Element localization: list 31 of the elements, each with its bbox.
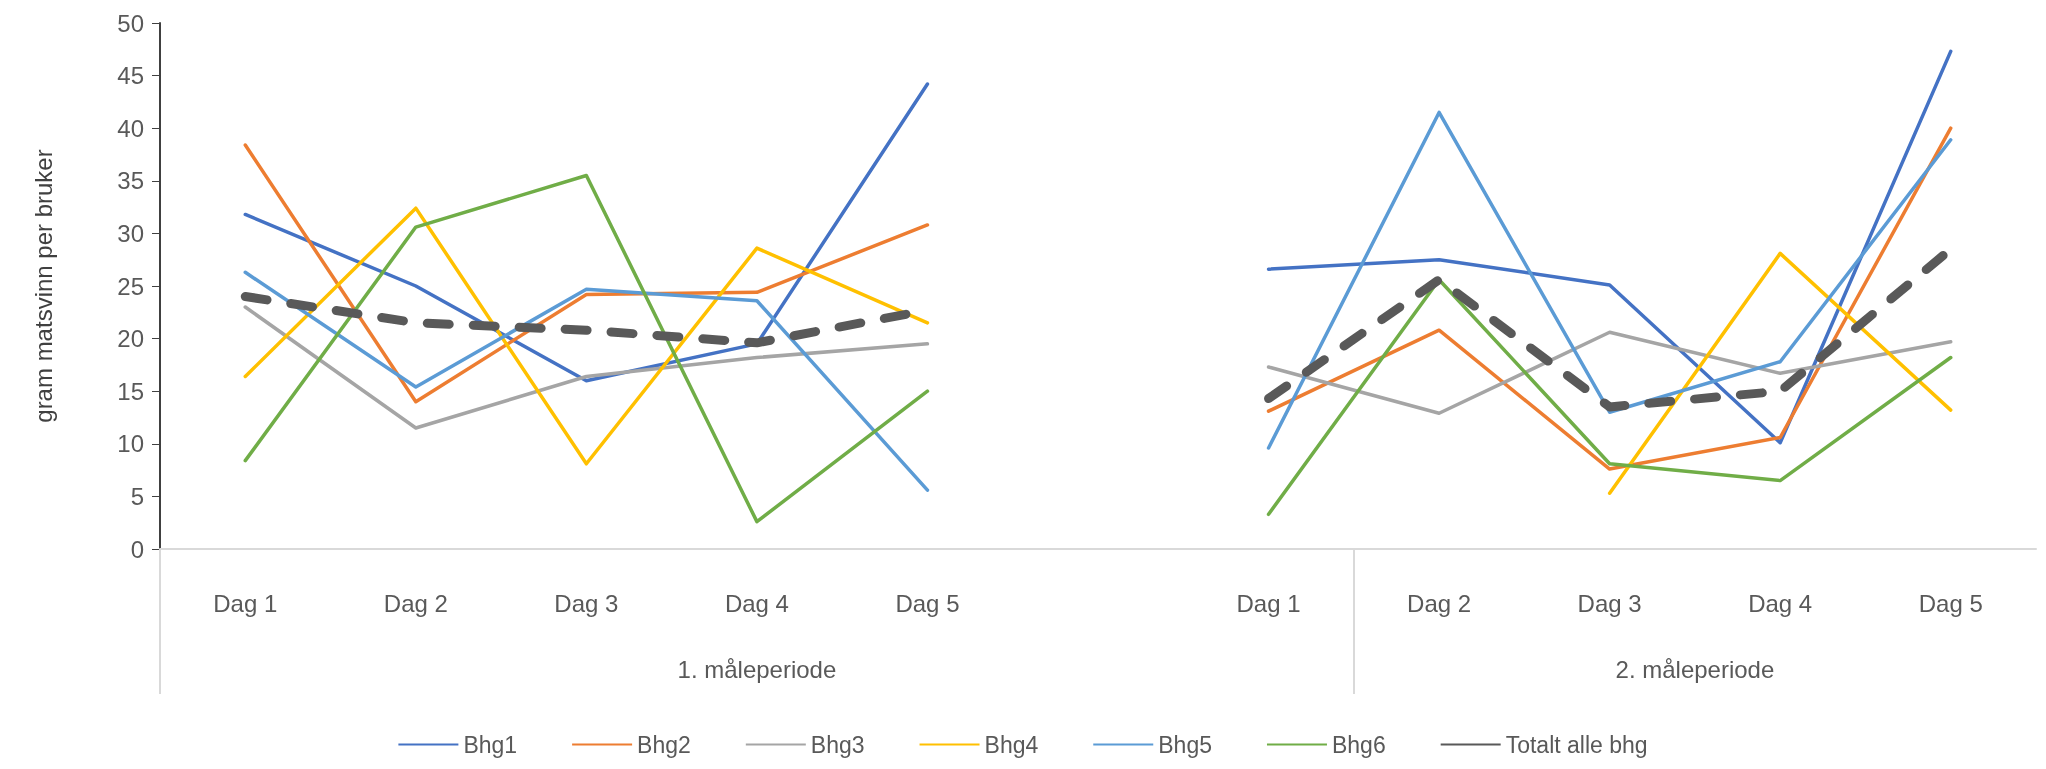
legend-label: Bhg2 xyxy=(637,731,691,758)
legend-label: Bhg5 xyxy=(1158,731,1212,758)
y-tick-label: 5 xyxy=(130,482,144,510)
y-tick-label: 20 xyxy=(117,325,144,353)
y-tick-label: 30 xyxy=(117,219,144,247)
text: 2. måleperiode xyxy=(1615,655,1775,683)
y-tick-label: 0 xyxy=(130,535,144,563)
legend-label: Bhg4 xyxy=(984,731,1039,758)
legend-label: Totalt alle bhg xyxy=(1505,731,1648,758)
x-tick-label: Dag 4 xyxy=(724,589,789,617)
legend-label: Bhg6 xyxy=(1331,731,1386,758)
y-tick-label: 40 xyxy=(117,114,144,142)
legend-label: Bhg3 xyxy=(810,731,865,758)
y-axis-title: gram matsvinn per bruker xyxy=(29,149,57,423)
x-tick-label: Dag 4 xyxy=(1748,589,1813,617)
y-tick-label: 35 xyxy=(117,167,144,195)
text: 1. måleperiode xyxy=(677,655,837,683)
legend-label: Bhg1 xyxy=(463,731,518,758)
x-tick-label: Dag 5 xyxy=(1918,589,1983,617)
y-tick-label: 45 xyxy=(117,62,144,90)
x-tick-label: Dag 5 xyxy=(895,589,960,617)
x-tick-label: Dag 2 xyxy=(383,589,448,617)
y-tick-label: 15 xyxy=(117,377,144,405)
y-tick-label: 25 xyxy=(117,272,144,300)
x-tick-label: Dag 3 xyxy=(1577,589,1642,617)
y-tick-label: 10 xyxy=(117,430,144,458)
x-tick-label: Dag 3 xyxy=(554,589,619,617)
y-tick-label: 50 xyxy=(117,9,144,37)
x-tick-label: Dag 2 xyxy=(1407,589,1472,617)
x-tick-label: Dag 1 xyxy=(213,589,278,617)
x-tick-label: Dag 1 xyxy=(1236,589,1301,617)
